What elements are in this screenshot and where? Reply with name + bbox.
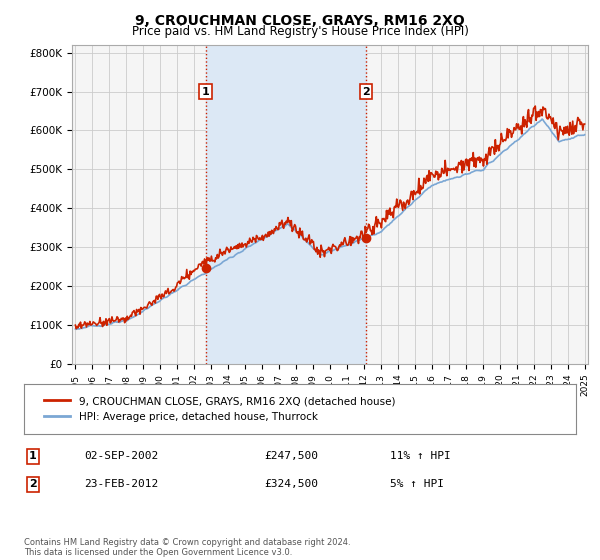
Text: 1: 1 [29,451,37,461]
Text: £247,500: £247,500 [264,451,318,461]
Text: 23-FEB-2012: 23-FEB-2012 [84,479,158,489]
Text: £324,500: £324,500 [264,479,318,489]
Text: 2: 2 [362,86,370,96]
Text: 9, CROUCHMAN CLOSE, GRAYS, RM16 2XQ: 9, CROUCHMAN CLOSE, GRAYS, RM16 2XQ [135,14,465,28]
Text: Contains HM Land Registry data © Crown copyright and database right 2024.
This d: Contains HM Land Registry data © Crown c… [24,538,350,557]
Text: 5% ↑ HPI: 5% ↑ HPI [390,479,444,489]
Legend: 9, CROUCHMAN CLOSE, GRAYS, RM16 2XQ (detached house), HPI: Average price, detach: 9, CROUCHMAN CLOSE, GRAYS, RM16 2XQ (det… [40,392,400,426]
Text: 02-SEP-2002: 02-SEP-2002 [84,451,158,461]
Text: Price paid vs. HM Land Registry's House Price Index (HPI): Price paid vs. HM Land Registry's House … [131,25,469,38]
Bar [206,45,366,364]
Text: 11% ↑ HPI: 11% ↑ HPI [390,451,451,461]
Text: 1: 1 [202,86,209,96]
Text: 2: 2 [29,479,37,489]
